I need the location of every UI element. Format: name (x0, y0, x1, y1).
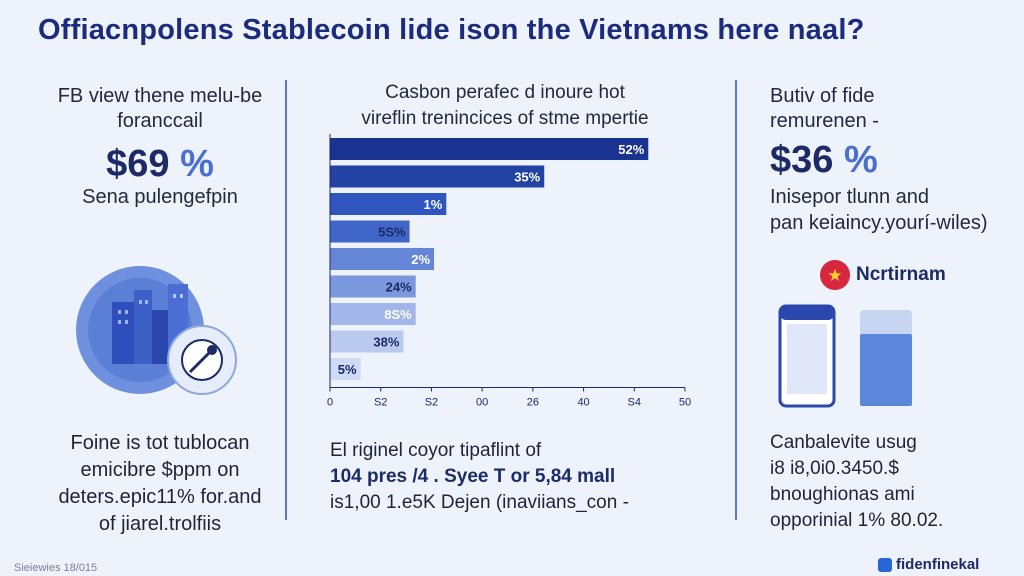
chart-bar (330, 193, 447, 215)
left-stat-value: $69 (106, 143, 170, 185)
chart-x-tick-label: 26 (527, 397, 539, 409)
chart-bar (330, 165, 545, 188)
phone-illustration (778, 304, 912, 408)
chart-bar (330, 138, 649, 160)
country-label-row: ★ Ncrtirnam (820, 260, 946, 290)
brand-name: fidenfinekal (896, 556, 980, 573)
chart-data-label: 24% (386, 280, 412, 295)
chart-x-tick-label: 50 (679, 397, 691, 409)
vietnam-flag-icon: ★ (820, 260, 850, 290)
chart-data-label: 35% (514, 170, 540, 185)
chart-x-tick-label: 40 (577, 397, 589, 409)
chart-heading-line1: Casbon perafec d inoure hot (385, 82, 625, 103)
chart-x-tick-label: 0 (327, 397, 333, 409)
right-subtitle: Inisepor tlunn and pan keiaincy.yourí-wi… (770, 184, 1010, 236)
right-heading: Butiv of fide remurenen - (770, 84, 1000, 134)
right-bottom-line1: Canbalevite usug (770, 432, 917, 453)
middle-bottom-line1: El riginel coyor tipaflint of (330, 440, 542, 461)
chart-data-label: 38% (373, 335, 399, 350)
right-bottom-line3: bnoughionas ami (770, 484, 915, 505)
left-heading-line2: foranccail (117, 110, 203, 132)
right-stat-value: $36 (770, 139, 834, 181)
right-sub-line1: Inisepor tlunn and (770, 186, 930, 208)
middle-bottom-line3: is1,00 1.e5K Dejen (inaviians_con - (330, 492, 629, 513)
bar-chart: 52% 35% 1% 5S% 2% 24% 8S% 38% 5% 0 S2 S2 00 26 40 S4 50 (327, 134, 691, 409)
left-heading-line1: FB view thene melu-be (57, 85, 263, 107)
chart-data-label: 8S% (384, 307, 412, 322)
left-bottom-line4: of jiarel.trolfiis (98, 513, 222, 535)
left-bottom-line3: deters.epic11% for.and (58, 486, 262, 508)
page-title: Offiacnpolens Stablecoin lide ison the V… (38, 14, 865, 46)
right-stat: $36 % (770, 138, 1000, 182)
right-heading-line2: remurenen - (770, 110, 879, 132)
chart-x-tick-label: S2 (425, 397, 438, 409)
right-stat-unit: % (843, 139, 878, 181)
brand-logo-icon (878, 557, 892, 572)
chart-heading: Casbon perafec d inoure hot vireflin tre… (330, 80, 680, 132)
country-label: Ncrtirnam (856, 264, 946, 285)
chart-bar (330, 303, 416, 325)
right-bottom-line4: opporinial 1% 80.02. (770, 510, 944, 531)
chart-bar (330, 358, 361, 380)
footer-caption: Sieiewies 18/015 (14, 562, 98, 574)
brand-logo[interactable]: fidenfinekal (878, 556, 979, 573)
chart-data-label: 5% (338, 362, 357, 377)
city-illustration (76, 266, 237, 395)
middle-bottom-text: El riginel coyor tipaflint of 104 pres /… (330, 438, 690, 516)
middle-bottom-line2: 104 pres /4 . Syee T or 5,84 mall (330, 466, 616, 487)
left-stat: $69 % (40, 142, 280, 186)
right-bottom-text: Canbalevite usug i8 i8,0i0.3450.$ bnough… (770, 430, 1010, 534)
chart-x-tick-label: 00 (476, 397, 488, 409)
chart-data-label: 1% (423, 197, 442, 212)
left-stat-unit: % (180, 143, 214, 185)
right-bottom-line2: i8 i8,0i0.3450.$ (770, 458, 899, 479)
right-heading-line1: Butiv of fide (770, 85, 875, 107)
left-subtitle: Sena pulengefpin (82, 186, 238, 208)
chart-bar (330, 330, 404, 353)
left-bottom-text: Foine is tot tublocan emicibre $ppm on d… (40, 430, 280, 538)
left-bottom-line2: emicibre $ppm on (80, 459, 240, 481)
chart-x-tick-label: S2 (374, 397, 387, 409)
divider-left (285, 80, 287, 520)
chart-data-label: 5S% (378, 225, 406, 240)
divider-right (735, 80, 737, 520)
chart-data-label: 2% (411, 252, 430, 267)
chart-heading-line2: vireflin trenincices of stme mpertie (361, 108, 649, 129)
chart-x-tick-label: S4 (628, 397, 641, 409)
chart-bar (330, 275, 416, 298)
chart-bar (330, 248, 435, 270)
left-bottom-line1: Foine is tot tublocan (70, 432, 250, 454)
right-sub-line2: pan keiaincy.yourí-wiles) (770, 212, 988, 234)
chart-bar (330, 220, 410, 243)
left-heading: FB view thene melu-be foranccail (40, 84, 280, 134)
chart-data-label: 52% (618, 142, 644, 157)
